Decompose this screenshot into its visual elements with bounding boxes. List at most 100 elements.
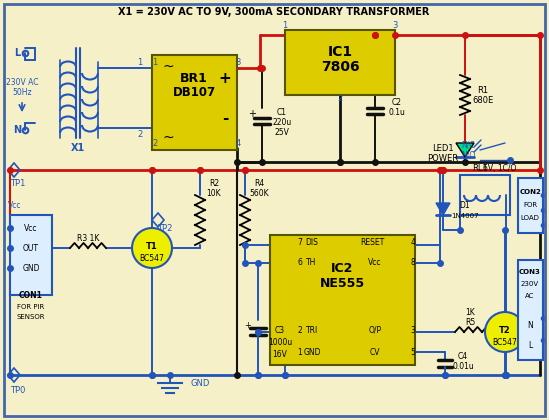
Text: Vcc: Vcc xyxy=(8,200,22,210)
Text: 1: 1 xyxy=(137,58,143,66)
Text: 1K: 1K xyxy=(465,307,475,317)
Text: R4: R4 xyxy=(254,178,264,187)
Text: GND: GND xyxy=(303,347,321,357)
Text: T1: T1 xyxy=(146,241,158,250)
Text: ~: ~ xyxy=(162,131,174,145)
Text: 0.1u: 0.1u xyxy=(389,108,406,116)
Text: 1N4007: 1N4007 xyxy=(451,213,479,219)
Text: 2: 2 xyxy=(137,129,143,139)
Text: 560K: 560K xyxy=(249,189,269,197)
Text: 1: 1 xyxy=(282,21,288,29)
Text: R1: R1 xyxy=(478,86,489,94)
Text: 4: 4 xyxy=(236,139,240,147)
Text: 1: 1 xyxy=(298,347,302,357)
Text: TP2: TP2 xyxy=(158,223,173,233)
Text: AC: AC xyxy=(525,293,535,299)
Text: +: + xyxy=(244,320,251,330)
Text: R5: R5 xyxy=(465,318,475,326)
Text: L: L xyxy=(528,341,532,349)
Text: RL1: RL1 xyxy=(472,163,488,173)
Text: 4: 4 xyxy=(411,237,416,247)
Bar xyxy=(152,55,237,150)
Text: C4: C4 xyxy=(458,352,468,360)
Text: 6V, 1C/O: 6V, 1C/O xyxy=(483,163,517,173)
Text: CON1: CON1 xyxy=(19,291,43,299)
Text: IC2: IC2 xyxy=(331,262,353,275)
Text: POWER: POWER xyxy=(428,153,458,163)
Text: +: + xyxy=(248,109,256,119)
Text: 10K: 10K xyxy=(206,189,221,197)
Text: BR1: BR1 xyxy=(180,71,208,84)
Text: TP0: TP0 xyxy=(10,386,26,394)
Text: IC1: IC1 xyxy=(327,45,352,59)
Text: L: L xyxy=(14,48,20,58)
Text: T2: T2 xyxy=(499,326,511,334)
Text: 3: 3 xyxy=(393,21,397,29)
Text: DIS: DIS xyxy=(306,237,318,247)
Text: R2: R2 xyxy=(209,178,219,187)
Text: GND: GND xyxy=(23,263,40,273)
Text: CON2: CON2 xyxy=(519,189,541,195)
Text: N: N xyxy=(13,125,21,135)
Text: 2: 2 xyxy=(338,94,343,102)
Text: C1: C1 xyxy=(277,108,287,116)
Text: TRI: TRI xyxy=(306,326,318,334)
Text: LOAD: LOAD xyxy=(520,215,540,221)
Text: 5: 5 xyxy=(411,347,416,357)
Bar xyxy=(518,178,543,233)
Bar xyxy=(460,175,510,215)
Text: 230V AC: 230V AC xyxy=(5,78,38,87)
Text: ~: ~ xyxy=(162,60,174,74)
Text: TH: TH xyxy=(306,257,316,267)
Bar xyxy=(518,260,543,360)
Text: Vcc: Vcc xyxy=(24,223,38,233)
Polygon shape xyxy=(436,203,450,215)
Text: X1: X1 xyxy=(71,143,85,153)
Text: 6: 6 xyxy=(298,257,302,267)
Text: BC547: BC547 xyxy=(139,254,165,262)
Text: O/P: O/P xyxy=(368,326,382,334)
Text: N/O: N/O xyxy=(461,150,475,160)
Text: 0.01u: 0.01u xyxy=(452,362,474,370)
Text: -: - xyxy=(222,110,228,126)
Text: C3: C3 xyxy=(275,326,285,334)
Text: OUT: OUT xyxy=(23,244,39,252)
Text: RESET: RESET xyxy=(360,237,384,247)
Text: FOR PIR: FOR PIR xyxy=(18,304,44,310)
Text: 3: 3 xyxy=(236,58,240,66)
Text: SENSOR: SENSOR xyxy=(17,314,45,320)
Text: FOR: FOR xyxy=(523,202,537,208)
Polygon shape xyxy=(456,143,474,157)
Circle shape xyxy=(485,312,525,352)
Text: DB107: DB107 xyxy=(172,86,216,99)
Text: CV: CV xyxy=(369,347,380,357)
Text: X1 = 230V AC TO 9V, 300mA SECONDARY TRANSFORMER: X1 = 230V AC TO 9V, 300mA SECONDARY TRAN… xyxy=(119,7,430,17)
Text: 680E: 680E xyxy=(472,95,494,105)
Text: 16V: 16V xyxy=(272,349,288,359)
Text: 2: 2 xyxy=(153,139,158,147)
Text: GND: GND xyxy=(191,378,210,388)
Text: 220u: 220u xyxy=(272,118,292,126)
Text: D1: D1 xyxy=(460,200,470,210)
Bar xyxy=(285,30,395,95)
Text: 7806: 7806 xyxy=(321,60,359,74)
Text: N: N xyxy=(527,320,533,330)
Text: 3: 3 xyxy=(411,326,416,334)
Bar xyxy=(270,235,415,365)
Text: NE555: NE555 xyxy=(320,276,365,289)
Text: 8: 8 xyxy=(411,257,416,267)
Circle shape xyxy=(132,228,172,268)
Text: 25V: 25V xyxy=(274,128,289,136)
Text: 1000u: 1000u xyxy=(268,338,292,346)
Text: 50Hz: 50Hz xyxy=(12,87,32,97)
Text: R3 1K: R3 1K xyxy=(77,234,99,242)
Text: +: + xyxy=(219,71,231,86)
Text: BC547: BC547 xyxy=(492,338,518,346)
Text: C2: C2 xyxy=(392,97,402,107)
Text: LED1: LED1 xyxy=(432,144,454,152)
Text: Vcc: Vcc xyxy=(368,257,382,267)
Text: 1: 1 xyxy=(153,58,158,66)
Text: 230V: 230V xyxy=(521,281,539,287)
Text: CON3: CON3 xyxy=(519,269,541,275)
Text: 7: 7 xyxy=(298,237,302,247)
